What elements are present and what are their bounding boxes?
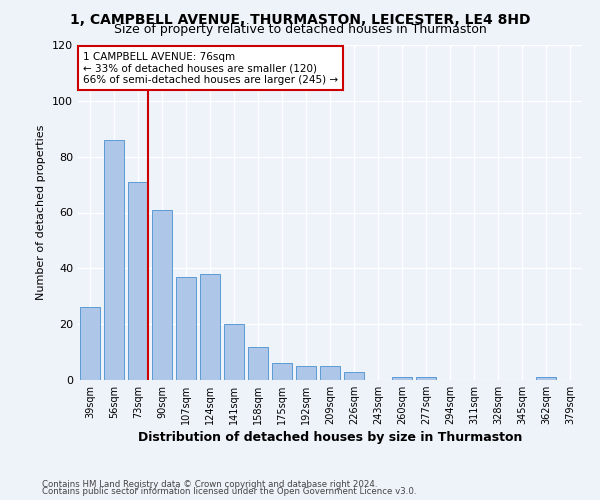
Text: Size of property relative to detached houses in Thurmaston: Size of property relative to detached ho… [113, 24, 487, 36]
Bar [272, 363, 292, 380]
Bar [80, 308, 100, 380]
Text: 1, CAMPBELL AVENUE, THURMASTON, LEICESTER, LE4 8HD: 1, CAMPBELL AVENUE, THURMASTON, LEICESTE… [70, 12, 530, 26]
Bar [320, 366, 340, 380]
Bar [392, 377, 412, 380]
Text: Contains public sector information licensed under the Open Government Licence v3: Contains public sector information licen… [42, 487, 416, 496]
Bar [224, 324, 244, 380]
Y-axis label: Number of detached properties: Number of detached properties [37, 125, 46, 300]
X-axis label: Distribution of detached houses by size in Thurmaston: Distribution of detached houses by size … [138, 432, 522, 444]
Bar [416, 377, 436, 380]
Bar [296, 366, 316, 380]
Bar [248, 346, 268, 380]
Bar [128, 182, 148, 380]
Bar [536, 377, 556, 380]
Bar [344, 372, 364, 380]
Bar [200, 274, 220, 380]
Bar [152, 210, 172, 380]
Bar [176, 276, 196, 380]
Text: Contains HM Land Registry data © Crown copyright and database right 2024.: Contains HM Land Registry data © Crown c… [42, 480, 377, 489]
Bar [104, 140, 124, 380]
Text: 1 CAMPBELL AVENUE: 76sqm
← 33% of detached houses are smaller (120)
66% of semi-: 1 CAMPBELL AVENUE: 76sqm ← 33% of detach… [83, 52, 338, 85]
